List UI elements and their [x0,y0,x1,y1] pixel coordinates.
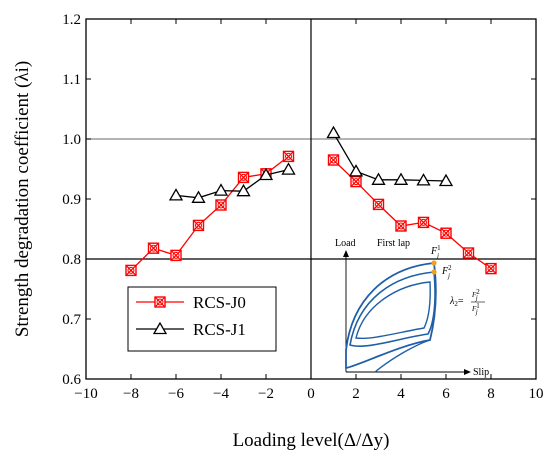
data-point-rcs-j0 [395,220,407,232]
legend-label-rcs-j1: RCS-J1 [193,320,246,339]
inset-slip-label: Slip [473,367,489,378]
data-point-rcs-j0 [215,199,227,211]
reference-lines [86,19,536,379]
formula-num-sub: j [475,294,478,302]
y-tick-label: 1.0 [62,132,81,148]
inset-x-arrow [464,369,471,375]
legend: RCS-J0 RCS-J1 [127,286,277,352]
x-tick-label: 2 [352,386,360,402]
legend-marker-symbol [154,296,166,308]
formula-den-f: F [471,305,477,313]
data-point-rcs-j1 [213,183,229,196]
data-point-rcs-j0 [417,216,430,229]
y-tick-label: 0.9 [62,192,81,208]
series-rcs-j1 [168,125,454,203]
data-point-rcs-j1 [326,125,341,139]
x-tick-label: 4 [397,386,405,402]
data-point-rcs-j0 [170,249,182,262]
series-rcs-j0 [125,150,497,277]
data-point-rcs-j0 [327,154,340,166]
legend-marker-rcs-j1 [152,321,168,335]
data-point-rcs-j0 [372,198,385,211]
inset-label2-f: F [441,266,449,277]
formula-num-f: F [471,291,477,299]
formula-den-sup: 1 [476,302,480,310]
inset-load-label: Load [335,238,356,249]
data-point-rcs-j1 [371,172,386,185]
data-point-rcs-j0 [125,264,137,277]
data-point-rcs-j1 [168,188,184,201]
x-tick-label: −6 [168,386,184,402]
legend-label-rcs-j0: RCS-J0 [193,293,246,312]
data-point-rcs-j1 [258,167,274,181]
data-point-rcs-j0 [462,247,475,259]
inset-point-label-2: F2 j [441,264,452,280]
hysteresis-loop-inner [355,281,431,340]
data-point-rcs-j0 [282,150,295,163]
data-point-rcs-j1 [438,173,454,187]
data-point-rcs-j1 [393,172,409,185]
inset-formula: λ2= F2 j F1 j [449,288,485,316]
legend-box [127,286,277,352]
inset-label1-sup: 1 [437,244,441,252]
data-point-rcs-j0 [350,175,362,188]
x-tick-label: −2 [258,386,274,402]
inset-peak-point-second [431,269,437,275]
y-tick-label: 1.1 [62,72,81,88]
formula-num-sup: 2 [476,288,480,296]
x-tick-label: 0 [307,386,315,402]
x-tick-label: −10 [74,386,97,402]
y-tick-label: 0.6 [62,372,81,388]
series-layer [125,125,497,277]
inset-label1-sub: j [436,252,439,260]
data-point-rcs-j0 [147,242,160,254]
data-point-rcs-j1 [281,162,296,175]
svg-text:F1j: F1 j [471,302,480,316]
legend-marker-rcs-j0 [154,296,166,308]
formula-equals: = [458,296,464,307]
y-axis-title: Strength degradation coefficient (λi) [12,61,33,337]
hysteresis-loop-mid [349,271,436,347]
data-point-rcs-j0 [192,219,205,232]
data-point-rcs-j1 [348,164,364,177]
data-point-rcs-j0 [237,171,250,184]
hysteresis-unload-branch [374,339,431,373]
formula-lambda: λ [449,296,455,307]
data-point-rcs-j1 [236,183,251,197]
data-point-rcs-j0 [485,262,497,275]
svg-text:λ2=: λ2= [449,296,464,308]
legend-marker-symbol [152,321,168,335]
svg-text:F2j: F2 j [471,288,480,302]
hysteresis-loops [345,262,437,373]
formula-lambda-sub: 2 [454,300,458,308]
data-point-rcs-j1 [191,190,206,203]
formula-den-sub: j [475,308,478,316]
inset-label2-sub: j [447,272,450,280]
data-point-rcs-j0 [440,227,452,239]
axis-ticks: −10 −8 −6 −4 −2 0 2 4 6 8 10 0.6 0.7 0.8 0.9 1.0 1.1 1.2 [62,12,543,402]
inset-y-arrow [343,250,349,257]
x-tick-label: −8 [123,386,139,402]
x-tick-label: −4 [213,386,229,402]
x-tick-label: 8 [487,386,495,402]
inset-point-label-1: F1 j [430,244,441,260]
y-tick-label: 0.8 [62,252,81,268]
inset-label1-f: F [430,246,438,257]
inset-label2-sup: 2 [448,264,452,272]
y-tick-label: 1.2 [62,12,81,28]
x-axis-title: Loading level(Δ/Δy) [233,430,390,451]
svg-text:F2: F2 [441,264,452,277]
hysteresis-inset: Load Slip First lap F1 j F2 j λ2= F2 j F1… [335,238,489,378]
y-tick-label: 0.7 [62,312,81,328]
x-tick-label: 10 [529,386,544,402]
inset-peak-point-first [431,260,437,266]
x-tick-label: 6 [442,386,450,402]
inset-first-lap-label: First lap [377,238,410,249]
svg-text:F1: F1 [430,244,441,257]
data-point-rcs-j1 [416,173,431,186]
